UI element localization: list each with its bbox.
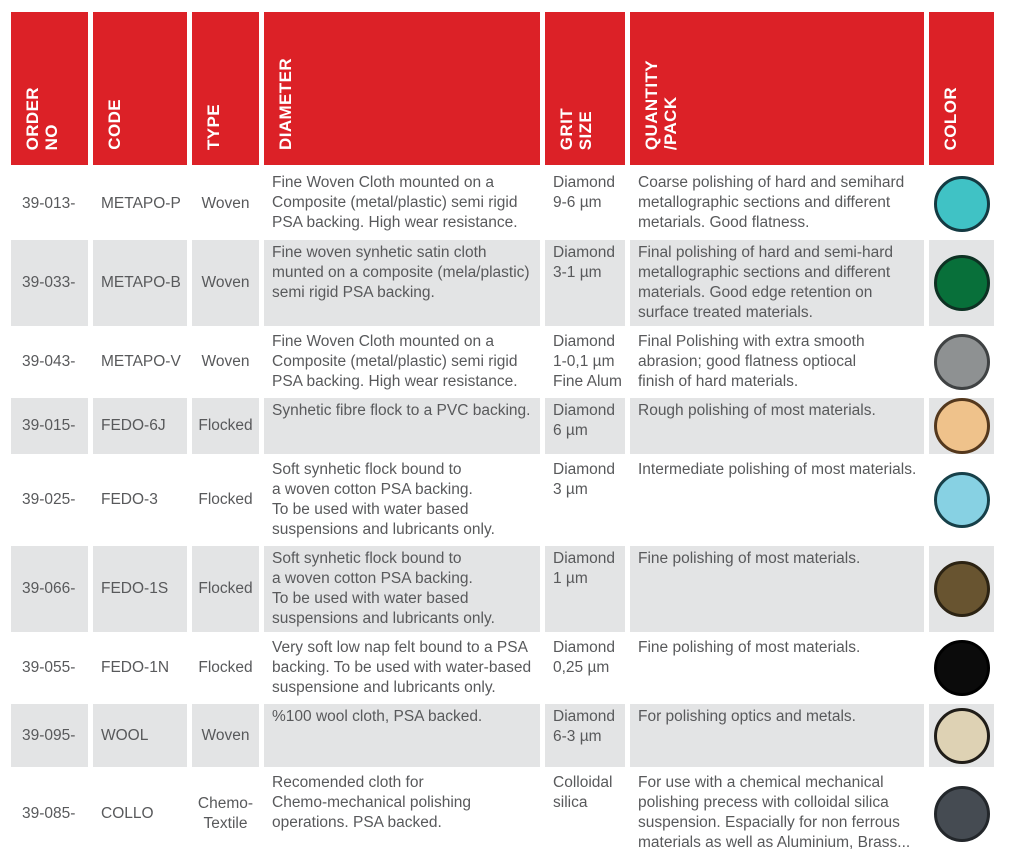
- cell-diameter: %100 wool cloth, PSA backed.: [264, 704, 540, 767]
- cell-color: [929, 635, 994, 701]
- color-swatch: [933, 707, 990, 764]
- cell-grit-size: Diamond 1 µm: [545, 546, 625, 632]
- cell-code: METAPO-V: [101, 353, 181, 370]
- products-table: ORDER NO CODE TYPE DIAMETER GRIT SIZE QU…: [11, 12, 994, 857]
- color-swatch: [933, 334, 990, 390]
- cell-quantity-pack: Intermediate polishing of most materials…: [638, 461, 917, 478]
- cell-order-no: 39-033-: [11, 240, 88, 326]
- table-header: ORDER NO CODE TYPE DIAMETER GRIT SIZE QU…: [11, 12, 994, 165]
- cell-diameter: Soft synhetic flock bound to a woven cot…: [272, 461, 495, 538]
- cell-code: FEDO-1S: [93, 546, 187, 632]
- table-row: 39-066- FEDO-1S Flocked Soft synhetic fl…: [11, 546, 994, 632]
- header-label-color: COLOR: [941, 86, 960, 150]
- cell-code: FEDO-1N: [101, 659, 170, 676]
- cell-diameter: Fine woven synhetic satin cloth munted o…: [264, 240, 540, 326]
- cell-code: METAPO-B: [93, 240, 187, 326]
- cell-diameter: Recomended cloth for Chemo-mechanical po…: [272, 774, 472, 831]
- table-row: 39-085- COLLO Chemo- Textile Recomended …: [11, 770, 994, 857]
- table-row: 39-043- METAPO-V Woven Fine Woven Cloth …: [11, 329, 994, 395]
- header-cell-grit-size: GRIT SIZE: [545, 12, 625, 165]
- header-label-quantity-pack: QUANTITY /PACK: [642, 59, 681, 150]
- cell-color: [929, 546, 994, 632]
- cell-type: Woven: [201, 194, 250, 212]
- header-label-grit-size: GRIT SIZE: [557, 107, 596, 150]
- header-label-code: CODE: [105, 99, 124, 150]
- header-cell-code: CODE: [93, 12, 187, 165]
- table-row: 39-015- FEDO-6J Flocked Synhetic fibre f…: [11, 398, 994, 454]
- cell-quantity-pack: Fine polishing of most materials.: [638, 639, 861, 656]
- header-label-type: TYPE: [204, 103, 223, 150]
- cell-grit-size: Diamond 6-3 µm: [545, 704, 625, 767]
- cell-grit-size: Diamond 1-0,1 µm Fine Alum: [553, 333, 622, 390]
- cell-color: [929, 170, 994, 237]
- color-swatch: [933, 640, 990, 696]
- header-cell-diameter: DIAMETER: [264, 12, 540, 165]
- cell-quantity-pack: Final polishing of hard and semi-hard me…: [630, 240, 924, 326]
- color-swatch: [933, 785, 990, 842]
- cell-grit-size: Colloidal silica: [553, 774, 613, 811]
- header-label-order-no: ORDER NO: [23, 86, 62, 150]
- cell-type: Woven: [201, 353, 250, 370]
- cell-quantity-pack: Fine polishing of most materials.: [630, 546, 924, 632]
- cell-type: Woven: [192, 704, 259, 767]
- cell-order-no: 39-015-: [11, 398, 88, 454]
- cell-code: FEDO-6J: [93, 398, 187, 454]
- cell-quantity-pack: For use with a chemical mechanical polis…: [638, 774, 911, 851]
- cell-quantity-pack: Final Polishing with extra smooth abrasi…: [638, 333, 865, 390]
- cell-order-no: 39-043-: [22, 353, 76, 370]
- cell-quantity-pack: Coarse polishing of hard and semihard me…: [638, 174, 905, 231]
- color-swatch: [933, 398, 990, 454]
- cell-order-no: 39-095-: [11, 704, 88, 767]
- cell-quantity-pack: Rough polishing of most materials.: [630, 398, 924, 454]
- cell-code: METAPO-P: [101, 194, 181, 212]
- cell-type: Flocked: [192, 398, 259, 454]
- table-row: 39-095- WOOL Woven %100 wool cloth, PSA …: [11, 704, 994, 767]
- color-swatch: [933, 472, 990, 528]
- cell-order-no: 39-055-: [22, 659, 76, 676]
- cell-color: [929, 457, 994, 543]
- color-swatch: [933, 255, 990, 311]
- cell-order-no: 39-066-: [11, 546, 88, 632]
- cell-color: [929, 398, 994, 454]
- cell-type: Flocked: [198, 491, 253, 508]
- cell-quantity-pack: For polishing optics and metals.: [630, 704, 924, 767]
- header-cell-quantity-pack: QUANTITY /PACK: [630, 12, 924, 165]
- cell-order-no: 39-013-: [22, 194, 76, 212]
- cell-diameter: Soft synhetic flock bound to a woven cot…: [264, 546, 540, 632]
- header-cell-order-no: ORDER NO: [11, 12, 88, 165]
- cell-grit-size: Diamond 3-1 µm: [545, 240, 625, 326]
- cell-type: Flocked: [192, 546, 259, 632]
- cell-type: Woven: [192, 240, 259, 326]
- cell-order-no: 39-025-: [22, 491, 76, 508]
- cell-color: [929, 770, 994, 857]
- cell-grit-size: Diamond 9-6 µm: [553, 174, 616, 211]
- cell-diameter: Synhetic fibre flock to a PVC backing.: [264, 398, 540, 454]
- cell-code: COLLO: [101, 804, 154, 822]
- cell-grit-size: Diamond 0,25 µm: [553, 639, 616, 676]
- cell-code: FEDO-3: [101, 491, 158, 508]
- cell-grit-size: Diamond 3 µm: [553, 461, 616, 498]
- table-row: 39-033- METAPO-B Woven Fine woven synhet…: [11, 240, 994, 326]
- cell-diameter: Fine Woven Cloth mounted on a Composite …: [272, 333, 518, 390]
- cell-code: WOOL: [93, 704, 187, 767]
- table-row: 39-025- FEDO-3 Flocked Soft synhetic flo…: [11, 457, 994, 543]
- table-row: 39-055- FEDO-1N Flocked Very soft low na…: [11, 635, 994, 701]
- cell-diameter: Very soft low nap felt bound to a PSA ba…: [272, 639, 532, 696]
- cell-type: Chemo- Textile: [197, 794, 254, 832]
- cell-diameter: Fine Woven Cloth mounted on a Composite …: [272, 174, 518, 231]
- cell-grit-size: Diamond 6 µm: [545, 398, 625, 454]
- header-label-diameter: DIAMETER: [276, 58, 295, 150]
- cell-color: [929, 240, 994, 326]
- table-body: 39-013- METAPO-P Woven Fine Woven Cloth …: [11, 170, 994, 857]
- cell-color: [929, 329, 994, 395]
- color-swatch: [933, 175, 990, 232]
- color-swatch: [933, 561, 990, 617]
- header-cell-color: COLOR: [929, 12, 994, 165]
- cell-order-no: 39-085-: [22, 804, 76, 822]
- cell-color: [929, 704, 994, 767]
- cell-type: Flocked: [198, 659, 253, 676]
- header-cell-type: TYPE: [192, 12, 259, 165]
- table-row: 39-013- METAPO-P Woven Fine Woven Cloth …: [11, 170, 994, 237]
